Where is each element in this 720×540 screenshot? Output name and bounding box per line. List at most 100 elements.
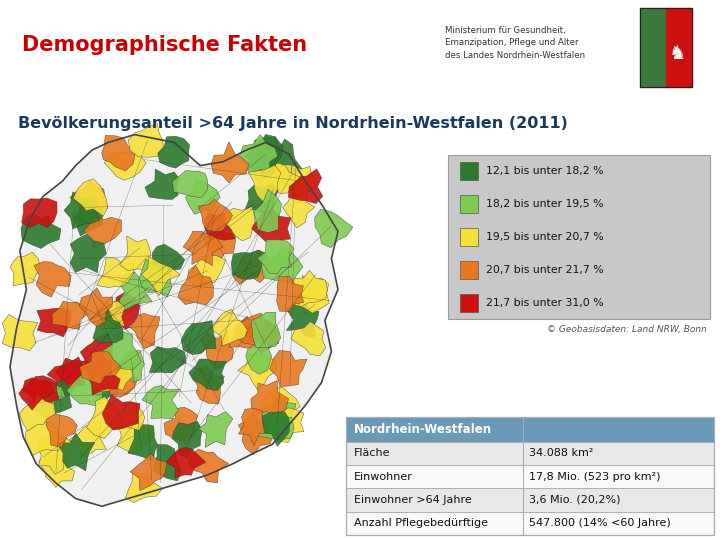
Polygon shape (86, 361, 120, 395)
Polygon shape (128, 124, 163, 157)
Polygon shape (19, 394, 55, 431)
Bar (346, 465, 714, 488)
Text: Einwohner: Einwohner (354, 471, 413, 482)
Polygon shape (253, 416, 294, 440)
Polygon shape (84, 216, 122, 249)
Bar (346, 488, 714, 511)
Polygon shape (34, 261, 71, 297)
Text: Bevölkerungsanteil >64 Jahre in Nordrhein-Westfalen (2011): Bevölkerungsanteil >64 Jahre in Nordrhei… (18, 117, 568, 131)
Text: Einwohner >64 Jahre: Einwohner >64 Jahre (354, 495, 472, 505)
Text: Fläche: Fläche (354, 448, 390, 458)
Polygon shape (30, 380, 66, 419)
Polygon shape (224, 206, 254, 241)
Polygon shape (233, 250, 267, 285)
Polygon shape (35, 379, 72, 414)
Text: 547.800 (14% <60 Jahre): 547.800 (14% <60 Jahre) (528, 518, 670, 528)
Polygon shape (211, 309, 247, 346)
Polygon shape (57, 433, 95, 471)
Polygon shape (91, 367, 120, 400)
Text: 20,7 bis unter 21,7 %: 20,7 bis unter 21,7 % (486, 265, 603, 275)
Polygon shape (261, 248, 303, 284)
Polygon shape (80, 333, 114, 371)
Polygon shape (125, 471, 163, 503)
Polygon shape (181, 321, 216, 355)
Polygon shape (96, 301, 125, 330)
Text: © Geobasisdaten: Land NRW, Bonn: © Geobasisdaten: Land NRW, Bonn (547, 325, 707, 334)
Polygon shape (79, 351, 121, 384)
Polygon shape (198, 411, 233, 448)
Polygon shape (238, 354, 277, 390)
Polygon shape (291, 321, 325, 356)
Bar (460, 228, 478, 246)
Polygon shape (198, 199, 233, 232)
Polygon shape (69, 421, 107, 456)
Polygon shape (294, 275, 329, 313)
Polygon shape (254, 159, 292, 194)
Polygon shape (164, 407, 197, 441)
Polygon shape (2, 314, 37, 351)
Polygon shape (271, 408, 304, 443)
Polygon shape (119, 272, 152, 310)
Polygon shape (270, 350, 307, 387)
Polygon shape (93, 308, 123, 343)
Text: 18,2 bis unter 19,5 %: 18,2 bis unter 19,5 % (486, 199, 603, 209)
Polygon shape (120, 236, 151, 271)
Bar (346, 417, 714, 535)
Bar (346, 442, 714, 465)
Text: Ministerium für Gesundheit,
Emanzipation, Pflege und Alter
des Landes Nordrhein-: Ministerium für Gesundheit, Emanzipation… (445, 25, 585, 59)
Polygon shape (21, 213, 61, 248)
Polygon shape (64, 192, 100, 229)
Polygon shape (185, 181, 220, 214)
Bar (460, 195, 478, 213)
Polygon shape (260, 387, 300, 428)
Polygon shape (86, 397, 122, 438)
Text: Demographische Fakten: Demographische Fakten (22, 35, 307, 56)
Polygon shape (102, 136, 135, 171)
Polygon shape (55, 358, 92, 386)
Polygon shape (22, 376, 59, 404)
Polygon shape (172, 171, 208, 198)
Polygon shape (281, 165, 318, 195)
Polygon shape (102, 332, 141, 369)
Polygon shape (10, 134, 338, 507)
Text: 17,8 Mio. (523 pro km²): 17,8 Mio. (523 pro km²) (528, 471, 660, 482)
Polygon shape (248, 165, 281, 204)
Polygon shape (288, 169, 323, 204)
Polygon shape (141, 256, 180, 296)
Text: 3,6 Mio. (20,2%): 3,6 Mio. (20,2%) (528, 495, 620, 505)
Polygon shape (238, 413, 274, 455)
Polygon shape (211, 141, 249, 183)
Polygon shape (268, 139, 302, 181)
Polygon shape (128, 313, 160, 348)
Polygon shape (37, 308, 71, 337)
Polygon shape (10, 252, 40, 286)
Polygon shape (39, 453, 75, 488)
Polygon shape (238, 408, 269, 446)
Polygon shape (287, 301, 319, 338)
Polygon shape (254, 189, 282, 233)
Bar (640, 8, 666, 87)
Polygon shape (192, 366, 225, 404)
Polygon shape (73, 179, 108, 216)
Polygon shape (251, 381, 289, 416)
Polygon shape (70, 234, 107, 273)
Bar (346, 417, 714, 442)
Polygon shape (117, 420, 154, 454)
Polygon shape (246, 339, 271, 374)
Polygon shape (79, 288, 113, 327)
Polygon shape (149, 347, 186, 373)
Bar (448, 155, 710, 319)
Bar (460, 162, 478, 180)
Text: ♞: ♞ (669, 44, 686, 63)
Polygon shape (189, 359, 226, 390)
Polygon shape (231, 250, 267, 279)
Polygon shape (110, 292, 140, 329)
Polygon shape (257, 239, 294, 274)
Polygon shape (262, 412, 289, 447)
Polygon shape (251, 312, 281, 348)
Text: 34.088 km²: 34.088 km² (528, 448, 593, 458)
Polygon shape (158, 136, 189, 168)
Polygon shape (283, 188, 315, 228)
Polygon shape (104, 367, 138, 397)
Polygon shape (66, 369, 107, 406)
